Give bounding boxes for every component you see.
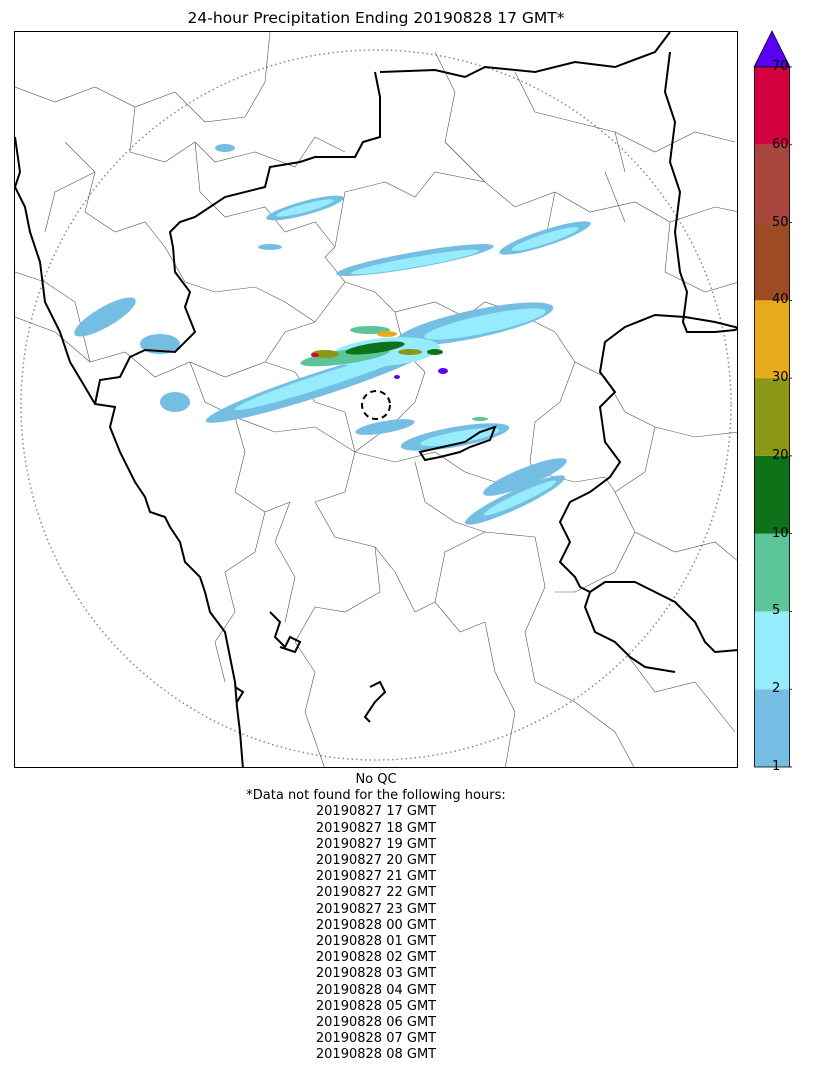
- colorbar-tick-label: 5: [772, 603, 781, 619]
- colorbar-segment: [754, 144, 790, 223]
- colorbar-tick-label: 10: [772, 525, 789, 541]
- missing-hour-item: 20190828 03 GMT: [315, 966, 437, 982]
- colorbar-segment: [754, 611, 790, 690]
- missing-hour-item: 20190827 19 GMT: [315, 836, 437, 852]
- missing-hour-item: 20190827 20 GMT: [315, 853, 437, 869]
- colorbar-tick-label: 2: [772, 681, 781, 697]
- map-title: 24-hour Precipitation Ending 20190828 17…: [187, 9, 565, 27]
- colorbar-segment: [754, 67, 790, 145]
- qc-note: No QC: [355, 772, 397, 787]
- missing-hour-item: 20190827 21 GMT: [315, 869, 437, 885]
- missing-hour-item: 20190827 17 GMT: [315, 804, 437, 820]
- state-boundaries: [15, 32, 737, 767]
- missing-hour-item: 20190827 22 GMT: [315, 885, 437, 901]
- precipitation-colorbar: [753, 30, 792, 768]
- missing-hour-item: 20190828 04 GMT: [315, 982, 437, 998]
- precip-cores: [300, 326, 488, 421]
- colorbar-tick-label: 60: [772, 136, 789, 152]
- colorbar-segment: [754, 222, 790, 301]
- missing-hour-item: 20190828 08 GMT: [315, 1047, 437, 1063]
- colorbar-tick-label: 30: [772, 370, 789, 386]
- colorbar-segment: [754, 300, 790, 379]
- radar-site-marker: [361, 390, 391, 420]
- missing-hour-item: 20190828 01 GMT: [315, 934, 437, 950]
- missing-hour-item: 20190828 00 GMT: [315, 917, 437, 933]
- colorbar-frame: [754, 66, 790, 768]
- notes-block: No QC *Data not found for the following …: [14, 772, 738, 1064]
- precipitation-map: [14, 31, 738, 768]
- missing-hour-item: 20190827 18 GMT: [315, 820, 437, 836]
- missing-hour-item: 20190828 05 GMT: [315, 998, 437, 1014]
- missing-hour-item: 20190828 07 GMT: [315, 1031, 437, 1047]
- colorbar-tick-label: 20: [772, 447, 789, 463]
- colorbar-tick-label: 70: [772, 59, 789, 74]
- colorbar-tick-label: 40: [772, 292, 789, 308]
- missing-hour-item: 20190828 06 GMT: [315, 1015, 437, 1031]
- colorbar-segment: [754, 689, 790, 767]
- colorbar-segment: [754, 455, 790, 534]
- missing-hour-item: 20190827 23 GMT: [315, 901, 437, 917]
- colorbar-tick-label: 1: [772, 759, 781, 774]
- colorbar-segment: [754, 378, 790, 456]
- colorbar-segment: [754, 533, 790, 612]
- district-boundaries: [15, 32, 737, 767]
- missing-hours-list: 20190827 17 GMT 20190827 18 GMT 20190827 1…: [14, 804, 738, 1063]
- missing-header: *Data not found for the following hours:: [246, 788, 506, 804]
- missing-hour-item: 20190828 02 GMT: [315, 950, 437, 966]
- radar-range-ring: [20, 49, 732, 761]
- colorbar-tick-label: 50: [772, 214, 789, 230]
